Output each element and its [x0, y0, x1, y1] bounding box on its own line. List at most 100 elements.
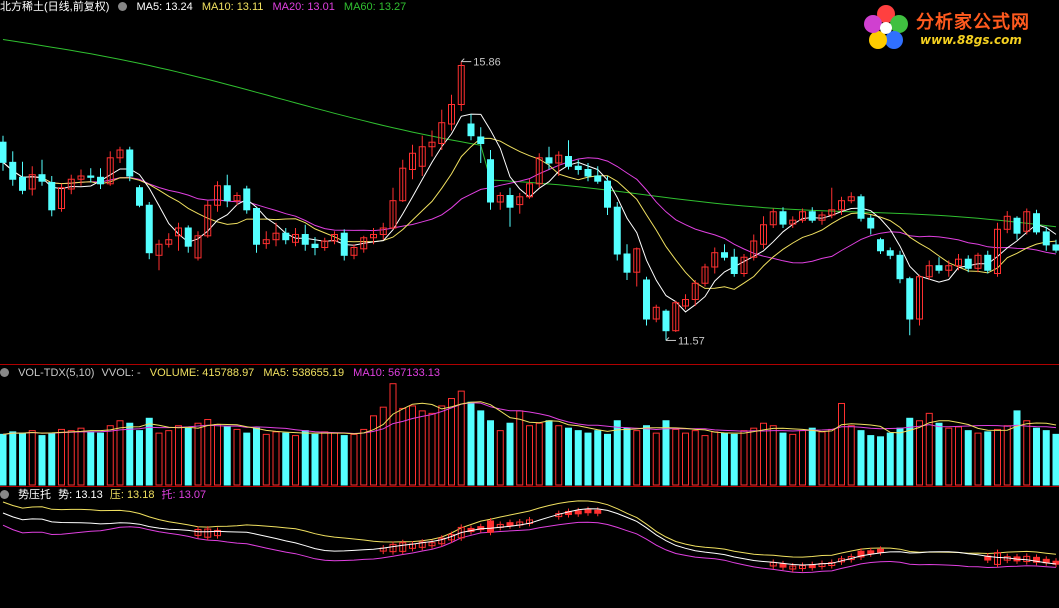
candle-body — [136, 187, 143, 206]
shi-candle-body — [428, 542, 436, 547]
price-chart[interactable]: 15.86 11.57 — [0, 39, 1059, 348]
volume-bar — [487, 420, 494, 486]
candle-body — [1052, 244, 1059, 251]
candle-body — [838, 200, 845, 211]
candle-body — [28, 174, 36, 190]
shi-candle-body — [204, 528, 212, 538]
volume-bar — [994, 428, 1001, 486]
volume-bar — [565, 427, 572, 486]
candle-body — [730, 256, 738, 274]
volume-bar — [838, 402, 845, 486]
shi-candle-body — [506, 522, 514, 527]
volume-bar — [623, 427, 631, 486]
candle-body — [516, 196, 524, 206]
candle-body — [526, 183, 533, 198]
gear-icon[interactable] — [0, 490, 9, 499]
candle-body — [662, 310, 670, 332]
candle-body — [467, 123, 475, 137]
volume-bar — [253, 427, 260, 486]
candle-body — [916, 276, 923, 320]
candle-body — [58, 187, 65, 209]
gear-icon[interactable] — [118, 2, 128, 11]
shiyatuo-indicator-name[interactable]: 势压托 — [18, 489, 52, 501]
candle-body — [340, 232, 348, 256]
volume-bar — [282, 432, 290, 486]
volume-bar — [28, 430, 36, 486]
volume-bar — [1013, 410, 1021, 486]
volume-bar — [516, 410, 524, 486]
candle-body — [955, 258, 962, 267]
candle-body — [652, 306, 660, 320]
shi-candle-body — [399, 542, 407, 552]
candle-body — [584, 169, 592, 177]
candle-body — [243, 188, 251, 211]
volume-bar — [682, 432, 689, 486]
candle-body — [87, 175, 95, 178]
volume-bar — [448, 398, 455, 486]
volume-bar — [399, 407, 407, 486]
candle-body — [701, 266, 709, 284]
candle-body — [262, 239, 270, 245]
candle-body — [779, 211, 787, 225]
annotation-arrow — [665, 337, 670, 341]
volume-bar — [409, 405, 416, 486]
shi-candle-body — [994, 552, 1001, 565]
volume-bar — [545, 420, 553, 486]
candle-body — [877, 239, 884, 252]
volume-indicator-name[interactable]: VOL-TDX(5,10) — [18, 367, 95, 379]
stock-name[interactable]: 北方稀土(日线,前复权) — [0, 1, 110, 13]
candle-body — [633, 248, 641, 273]
annotation-label: 11.57 — [678, 335, 705, 347]
candle-body — [487, 159, 494, 203]
shiyatuo-header: 势压托 势: 13.13 压: 13.18 托: 13.07 — [0, 488, 212, 503]
candle-body — [935, 265, 943, 271]
volume-bar — [555, 425, 563, 486]
candle-body — [106, 157, 114, 185]
volume-bar — [87, 431, 95, 486]
volume-bar — [360, 428, 368, 486]
volume-bar — [1042, 430, 1050, 486]
candle-body — [857, 196, 865, 219]
volume-ma5-line — [2, 401, 1057, 435]
candle-body — [506, 195, 514, 208]
volume-bar — [67, 430, 75, 486]
volume-bar — [1052, 433, 1059, 486]
volume-bar — [799, 430, 806, 486]
volume-bar — [350, 433, 358, 486]
volume-bar — [0, 433, 7, 486]
candle-body — [1003, 215, 1011, 230]
gear-icon[interactable] — [0, 368, 9, 377]
volume-bar — [984, 431, 992, 486]
candle-body — [145, 204, 153, 254]
volume-bar — [643, 425, 650, 486]
volume-bar — [730, 433, 738, 486]
volume-bar — [779, 432, 787, 486]
candle-body — [155, 243, 163, 256]
volume-bar — [925, 412, 933, 486]
shi-candle-body — [779, 563, 787, 568]
volume-bar — [233, 428, 241, 486]
volume-bar — [9, 431, 17, 486]
candle-body — [906, 278, 914, 320]
shiyatuo-chart[interactable] — [2, 500, 1059, 574]
volume-bar — [857, 430, 865, 486]
candle-body — [896, 254, 904, 280]
shi-candle-body — [418, 541, 426, 548]
shi-candle-body — [867, 550, 875, 555]
candle-body — [828, 209, 836, 216]
candle-body — [282, 232, 290, 241]
price-annotation: 15.86 — [460, 57, 501, 69]
candle-body — [496, 195, 504, 203]
volume-bar — [1023, 420, 1031, 486]
shi-candle-body — [1033, 556, 1040, 563]
volume-bar — [613, 420, 621, 486]
candle-body — [175, 227, 182, 237]
candle-body — [67, 178, 75, 190]
volume-bar — [604, 433, 611, 486]
volume-bar — [428, 412, 436, 486]
candle-body — [808, 211, 816, 221]
volume-bar — [691, 430, 699, 486]
candle-body — [272, 232, 280, 241]
volume-chart[interactable] — [0, 383, 1059, 486]
